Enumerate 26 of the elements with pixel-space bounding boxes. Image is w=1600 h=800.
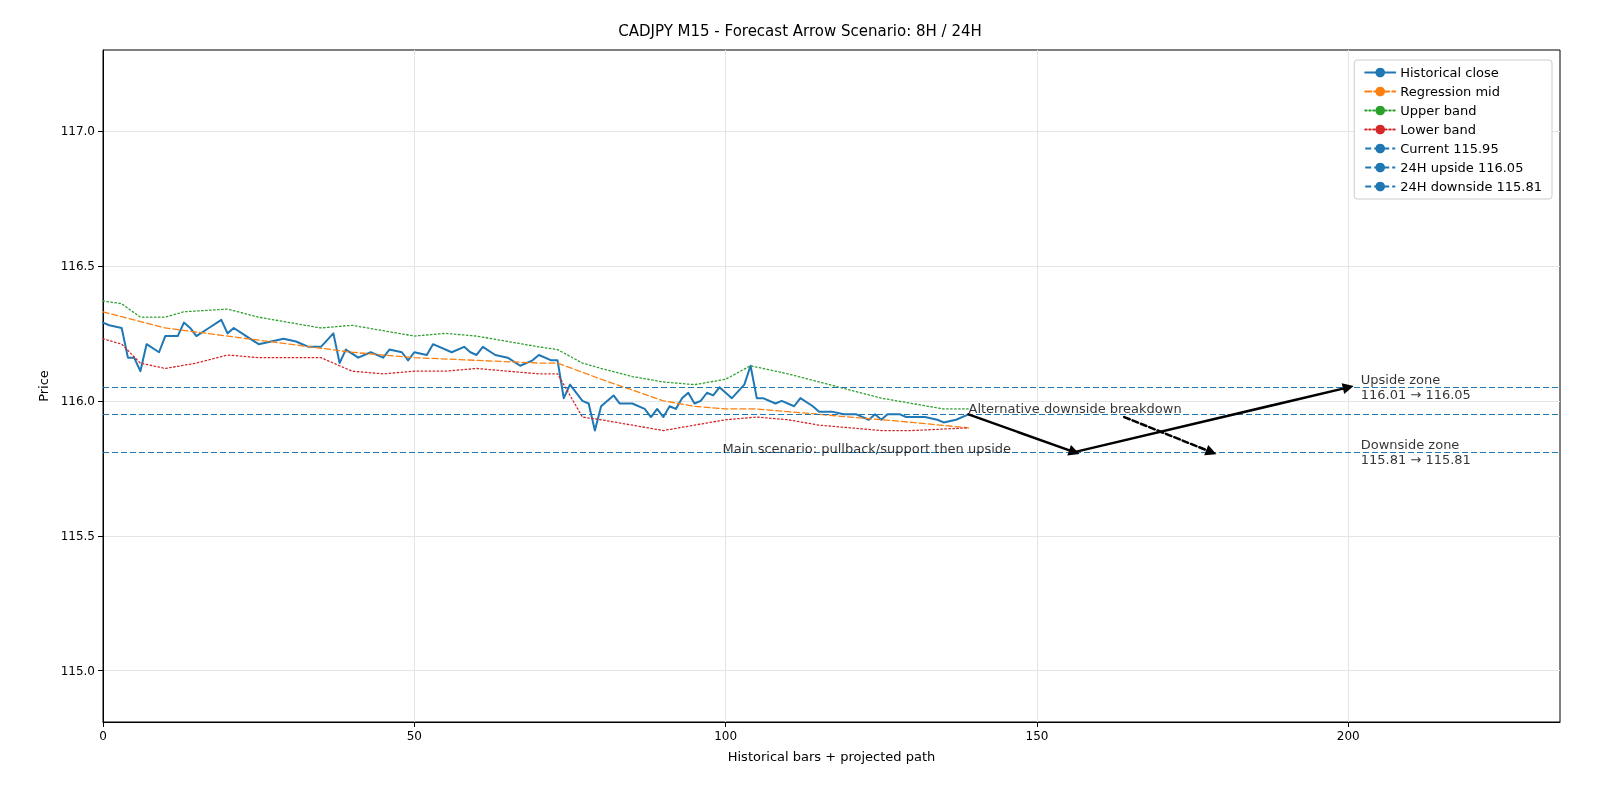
- legend-label: Regression mid: [1400, 84, 1500, 99]
- chart-title: CADJPY M15 - Forecast Arrow Scenario: 8H / 24H: [618, 21, 982, 40]
- line-series: [102, 338, 970, 432]
- legend-label: Historical close: [1400, 65, 1499, 80]
- legend-label: Upper band: [1400, 103, 1477, 118]
- x-tick-label: 200: [1336, 729, 1360, 743]
- x-tick-label: 100: [714, 729, 738, 743]
- y-axis-title: Price: [35, 370, 51, 402]
- x-axis-title: Historical bars + projected path: [727, 749, 936, 764]
- y-tick-label: 116.5: [60, 258, 95, 273]
- annotation: Alternative downside breakdown: [968, 401, 1182, 417]
- y-tick-label: 117.0: [60, 123, 95, 138]
- legend-label: Lower band: [1400, 122, 1477, 137]
- line-series: [102, 300, 970, 410]
- annotation: Downside zone 115.81 → 115.81: [1360, 437, 1471, 468]
- y-tick-label: 115.5: [60, 528, 95, 543]
- x-tick-label: 150: [1025, 729, 1049, 743]
- x-tick-label: 0: [99, 729, 107, 743]
- legend-label: 24H upside 116.05: [1400, 160, 1524, 175]
- x-tick-label: 50: [406, 729, 422, 743]
- annotation: Upside zone 116.01 → 116.05: [1360, 372, 1471, 403]
- y-tick-label: 115.0: [60, 663, 95, 678]
- legend-label: Current 115.95: [1400, 141, 1499, 156]
- legend-label: 24H downside 115.81: [1400, 179, 1542, 194]
- y-tick-label: 116.0: [60, 393, 95, 408]
- annotation: Main scenario: pullback/support then upside: [722, 440, 1012, 456]
